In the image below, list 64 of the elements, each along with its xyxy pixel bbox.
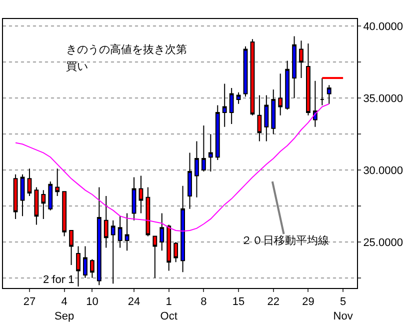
- candlestick: [250, 38, 255, 116]
- candlestick: [174, 241, 178, 263]
- x-tick-label: 22: [267, 296, 280, 308]
- candlestick: [271, 88, 276, 135]
- candlestick: [257, 94, 262, 142]
- candlestick: [299, 40, 304, 78]
- candlestick: [62, 191, 67, 237]
- x-tick-label: 5 Nov: [333, 296, 354, 322]
- x-tick-label: 29: [302, 296, 314, 308]
- candlestick: [243, 46, 248, 98]
- line-series: [15, 103, 330, 232]
- y-tick-label: 30.0000: [363, 164, 403, 177]
- candlestick: [229, 88, 234, 125]
- candlestick: [208, 134, 213, 172]
- annotation: 2 for 1: [43, 274, 74, 286]
- candlestick: [34, 186, 39, 226]
- candlestick: [83, 246, 88, 278]
- x-tick-label: 1 Oct: [160, 296, 178, 322]
- candlestick: [292, 36, 296, 99]
- x-tick-label: 24: [128, 296, 140, 308]
- x-tick-label: 10: [86, 296, 98, 308]
- candlestick: [118, 216, 122, 248]
- candlestick: [41, 190, 46, 220]
- x-tick-label: 8: [200, 296, 207, 308]
- candlestick: [215, 104, 220, 160]
- x-tick-label: 4 Sep: [54, 296, 74, 322]
- candlestick: [285, 60, 290, 110]
- candlestick: [55, 168, 60, 196]
- candlestick: [306, 42, 310, 116]
- candlestick: [152, 236, 158, 278]
- candlestick: [320, 77, 324, 106]
- candlestick: [124, 212, 130, 252]
- x-tick-label: 27: [23, 296, 36, 308]
- y-tick-label: 40.0000: [363, 21, 403, 34]
- candlestick: [13, 174, 18, 220]
- candlestick: [96, 186, 102, 286]
- candlestick: [104, 195, 108, 248]
- candlestick: [146, 186, 150, 237]
- candlestick: [166, 224, 172, 272]
- candlestick: [312, 80, 318, 128]
- candlestick: [27, 168, 32, 196]
- candlestick: [188, 152, 192, 210]
- candlestick: [278, 73, 283, 116]
- candlestick: [236, 92, 241, 104]
- candlestick: [222, 83, 227, 128]
- candlestick: [194, 140, 199, 198]
- candlestick: [110, 220, 116, 284]
- x-tick-label: 15: [232, 296, 245, 308]
- annotation: ２０日移動平均線: [241, 235, 329, 247]
- annotation: 買い: [66, 61, 88, 73]
- candlestick: [264, 94, 269, 142]
- candlestick: [180, 185, 185, 273]
- candlestick: [160, 212, 164, 252]
- y-tick-label: 35.0000: [363, 92, 403, 105]
- candlestick: [48, 181, 53, 211]
- y-tick-label: 25.0000: [363, 236, 403, 249]
- candlestick: [201, 124, 206, 172]
- candlestick: [132, 176, 136, 221]
- candlestick: [138, 175, 144, 214]
- candlestick: [326, 84, 332, 104]
- candlestick: [20, 174, 25, 217]
- annotation: きのうの高値を抜き次第: [66, 43, 187, 56]
- candlestick: [69, 230, 74, 266]
- candlestick: [90, 258, 94, 278]
